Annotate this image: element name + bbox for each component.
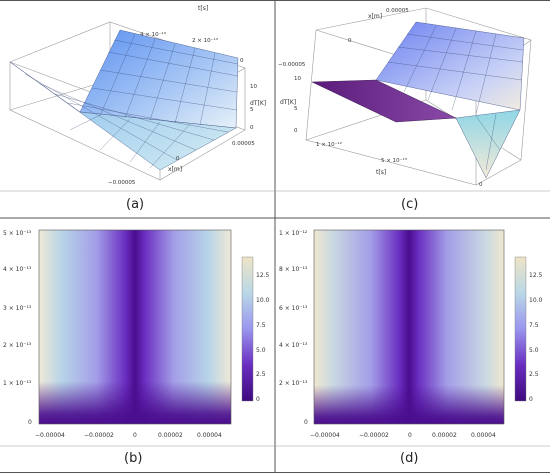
t-tick-label: 5 × 10⁻¹³ [381,157,407,164]
density-plot-b: 5 × 10⁻¹³ 4 × 10⁻¹³ 3 × 10⁻¹³ 2 × 10⁻¹³ … [3,229,270,439]
x-tick-label: −0.00004 [35,432,65,439]
x-tick-label: 0.00004 [471,432,496,439]
y-tick-label: 6 × 10⁻¹³ [279,305,308,312]
t-tick-label: 2 × 10⁻¹³ [192,37,218,44]
x-tick-label: 0.00005 [232,141,255,147]
y-tick-label: 5 × 10⁻¹³ [3,230,32,237]
y-tick-label: 2 × 10⁻¹³ [279,380,308,387]
x-tick-label: 0.00005 [386,8,409,14]
t-tick-label: 0 [240,58,244,64]
dt-tick-label: 10 [294,76,301,82]
legend-tick-label: 5.0 [256,347,266,354]
legend-tick-label: 0 [256,396,260,403]
legend-tick-label: 2.5 [256,371,266,378]
y-tick-label: 3 × 10⁻¹³ [3,305,32,312]
x-tick-label: −0.00005 [278,62,306,68]
x-axis-label: x[m] [368,13,382,20]
t-tick-label: 0 [479,182,483,188]
x-tick-label: 0.00004 [197,432,222,439]
color-legend-bar [514,256,527,402]
x-tick-label: 0.00002 [432,432,457,439]
legend-tick-label: 7.5 [256,322,266,329]
x-tick-label: 0 [176,156,180,162]
dt-tick-label: 10 [250,84,257,90]
caption-a: (a) [126,197,145,212]
caption-b: (b) [124,451,143,466]
x-tick-label: −0.00005 [108,180,136,186]
dt-tick-label: 5 [294,106,298,112]
legend-tick-label: 12.5 [529,272,543,279]
y-tick-label: 2 × 10⁻¹³ [3,342,32,349]
dt-axis-label: dT[K] [280,99,296,106]
surface-plot-a: t[s] 4 × 10⁻¹³ 2 × 10⁻¹³ 0 10 dT[K] 5 0 … [9,5,266,186]
caption-d: (d) [400,451,419,466]
y-tick-label: 4 × 10⁻¹³ [3,266,32,273]
y-tick-label: 4 × 10⁻¹³ [279,342,308,349]
x-tick-label: −0.00002 [359,432,389,439]
t-tick-label: 4 × 10⁻¹³ [140,31,166,38]
surface-plot-c: x[m] 0.00005 0 −0.00005 10 dT[K] 5 0 1 ×… [278,7,532,188]
caption-c: (c) [401,197,419,212]
dt-tick-label: 0 [250,125,254,131]
dt-tick-label: 5 [250,107,254,113]
y-tick-label: 8 × 10⁻¹³ [279,266,308,273]
x-tick-label: −0.00004 [310,432,340,439]
legend-tick-label: 10.0 [256,297,270,304]
dt-tick-label: 0 [294,128,298,134]
x-tick-label: 0.00002 [158,432,183,439]
legend-tick-label: 2.5 [529,371,539,378]
t-tick-label: 1 × 10⁻¹² [316,141,342,148]
legend-tick-label: 12.5 [256,272,270,279]
x-tick-label: 0 [408,432,412,439]
legend-tick-label: 10.0 [529,297,543,304]
y-tick-label: 1 × 10⁻¹³ [3,380,32,387]
x-tick-label: −0.00002 [84,432,114,439]
y-tick-label: 0 [28,419,32,426]
dt-axis-label: dT[K] [250,100,266,107]
legend-tick-label: 5.0 [529,347,539,354]
legend-tick-label: 0 [529,396,533,403]
x-axis-label: x[m] [168,166,182,173]
legend-tick-label: 7.5 [529,322,539,329]
color-legend-bar [241,256,254,402]
t-axis-label: t[s] [198,5,208,12]
y-tick-label: 0 [304,419,308,426]
t-axis-label: t[s] [376,169,386,176]
x-tick-label: 0 [133,432,137,439]
density-plot-d: 1 × 10⁻¹² 8 × 10⁻¹³ 6 × 10⁻¹³ 4 × 10⁻¹³ … [279,229,543,439]
x-tick-label: 0 [348,38,352,44]
y-tick-label: 1 × 10⁻¹² [279,230,308,237]
